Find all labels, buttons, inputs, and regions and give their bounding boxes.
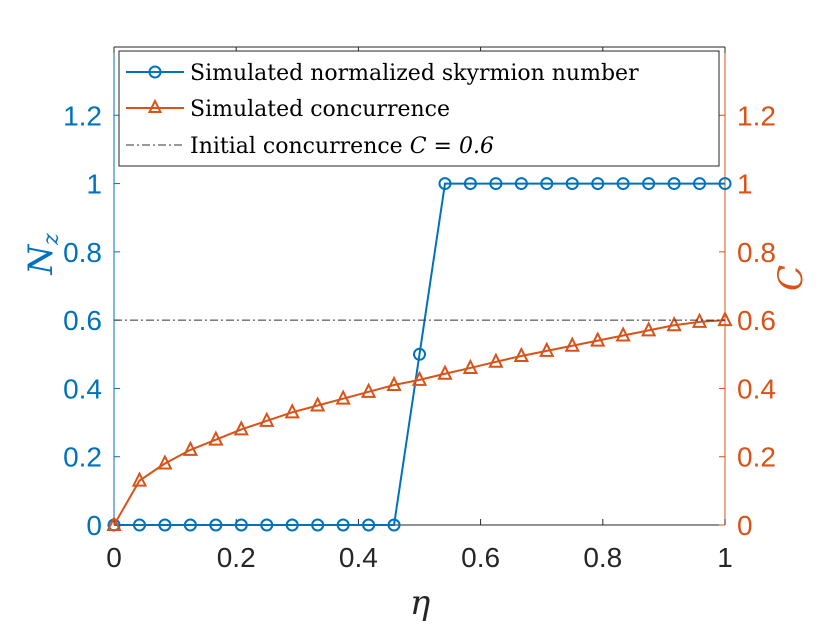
data-point-skyrmion <box>540 177 554 191</box>
data-point-concurrence <box>360 382 377 398</box>
data-point-skyrmion <box>565 177 579 191</box>
series-line-0 <box>114 182 725 526</box>
series-line-1 <box>113 319 726 526</box>
y-right-tick-label: 0.2 <box>737 442 776 473</box>
data-point-skyrmion <box>616 177 630 191</box>
svg-text:C: C <box>771 265 811 291</box>
y-left-tick-label: 0.4 <box>63 373 102 404</box>
legend-box <box>118 50 720 167</box>
data-point-skyrmion <box>591 177 605 191</box>
data-point-concurrence <box>539 341 555 357</box>
legend-entry-initial: Initial concurrence C = 0.6 <box>126 134 494 159</box>
data-point-skyrmion <box>642 177 656 191</box>
data-point-skyrmion <box>387 518 401 532</box>
data-point-concurrence <box>310 396 326 412</box>
data-point-concurrence <box>717 310 733 327</box>
data-point-concurrence <box>513 346 529 362</box>
data-point-concurrence <box>462 358 479 374</box>
data-point-concurrence <box>335 389 351 405</box>
data-point-concurrence <box>157 454 173 470</box>
data-point-skyrmion <box>413 347 426 361</box>
legend-equation: C = 0.6 <box>410 134 494 159</box>
y-right-tick-label: 0.6 <box>737 305 776 336</box>
x-tick-label: 0.6 <box>461 542 500 573</box>
data-point-skyrmion <box>234 518 248 532</box>
data-point-concurrence <box>615 326 631 342</box>
legend: Simulated normalized skyrmion number Sim… <box>118 50 720 167</box>
y-left-tick-label: 0.2 <box>63 442 102 473</box>
data-point-skyrmion <box>693 177 707 191</box>
x-tick-label: 0 <box>106 542 122 573</box>
data-point-skyrmion <box>438 177 452 191</box>
y-left-tick-label: 1.2 <box>63 100 102 131</box>
data-point-skyrmion <box>362 518 376 532</box>
data-point-concurrence <box>208 430 224 446</box>
data-point-concurrence <box>182 440 198 456</box>
data-point-concurrence <box>666 316 682 332</box>
y-right-tick-label: 0.4 <box>737 373 776 404</box>
data-point-concurrence <box>437 364 453 380</box>
y-axis-right-label: C <box>771 265 811 291</box>
y-left-tick-label: 1 <box>86 169 102 200</box>
y-right-tick-label: 0.8 <box>737 237 776 268</box>
data-point-concurrence <box>411 370 428 386</box>
data-point-skyrmion <box>285 518 299 532</box>
y-right-tick-label: 1 <box>737 169 753 200</box>
data-point-concurrence <box>233 420 249 436</box>
data-point-skyrmion <box>132 518 146 532</box>
legend-entry-concurrence: Simulated concurrence <box>126 97 450 122</box>
x-tick-label: 0.2 <box>217 542 256 573</box>
y-left-tick-label: 0 <box>86 510 102 541</box>
data-point-concurrence <box>590 331 606 347</box>
series-layer <box>106 177 733 532</box>
data-point-skyrmion <box>463 177 477 191</box>
legend-entry-skyrmion: Simulated normalized skyrmion number <box>126 61 639 86</box>
legend-label-initial: Initial concurrence C = 0.6 <box>190 134 494 159</box>
legend-label-concurrence: Simulated concurrence <box>190 97 450 122</box>
x-tick-label: 0.4 <box>339 542 378 573</box>
y-axis-left-label-sub: z <box>39 233 64 246</box>
data-point-concurrence <box>259 411 275 427</box>
data-point-skyrmion <box>489 177 503 191</box>
data-point-concurrence <box>284 403 300 419</box>
data-point-skyrmion <box>260 518 274 532</box>
data-point-skyrmion <box>667 177 681 191</box>
legend-marker-circle <box>148 65 162 79</box>
data-point-concurrence <box>106 515 122 531</box>
data-point-concurrence <box>386 375 402 392</box>
y-axis-left-label: Nz <box>21 233 64 276</box>
x-tick-label: 0.8 <box>583 542 622 573</box>
legend-label-skyrmion: Simulated normalized skyrmion number <box>190 61 639 86</box>
data-point-skyrmion <box>158 518 172 532</box>
data-point-concurrence <box>564 336 580 352</box>
y-right-tick-label: 1.2 <box>737 100 776 131</box>
y-left-tick-label: 0.6 <box>63 305 102 336</box>
y-right-tick-label: 0 <box>737 510 753 541</box>
legend-label-initial-text: Initial concurrence <box>190 134 410 159</box>
legend-marker-triangle <box>147 98 163 113</box>
data-point-concurrence <box>691 312 708 328</box>
data-point-skyrmion <box>336 518 350 532</box>
data-point-skyrmion <box>718 177 732 191</box>
data-point-skyrmion <box>514 177 528 191</box>
data-point-concurrence <box>488 352 504 368</box>
data-point-concurrence <box>641 321 657 337</box>
y-left-tick-label: 0.8 <box>63 237 102 268</box>
y-axis-left-label-main: N <box>21 244 61 276</box>
x-tick-label: 1 <box>717 542 733 573</box>
x-axis-label: η <box>410 583 431 623</box>
axis-ticks: 0 0.2 0.4 0.6 0.8 10 00.2 0.20.4 0.40.6 0.60.8 0.8… <box>63 47 776 573</box>
data-point-skyrmion <box>209 518 223 532</box>
data-point-skyrmion <box>311 518 325 532</box>
data-point-concurrence <box>131 471 148 487</box>
svg-text:Nz: Nz <box>21 233 64 276</box>
data-point-skyrmion <box>183 518 197 532</box>
